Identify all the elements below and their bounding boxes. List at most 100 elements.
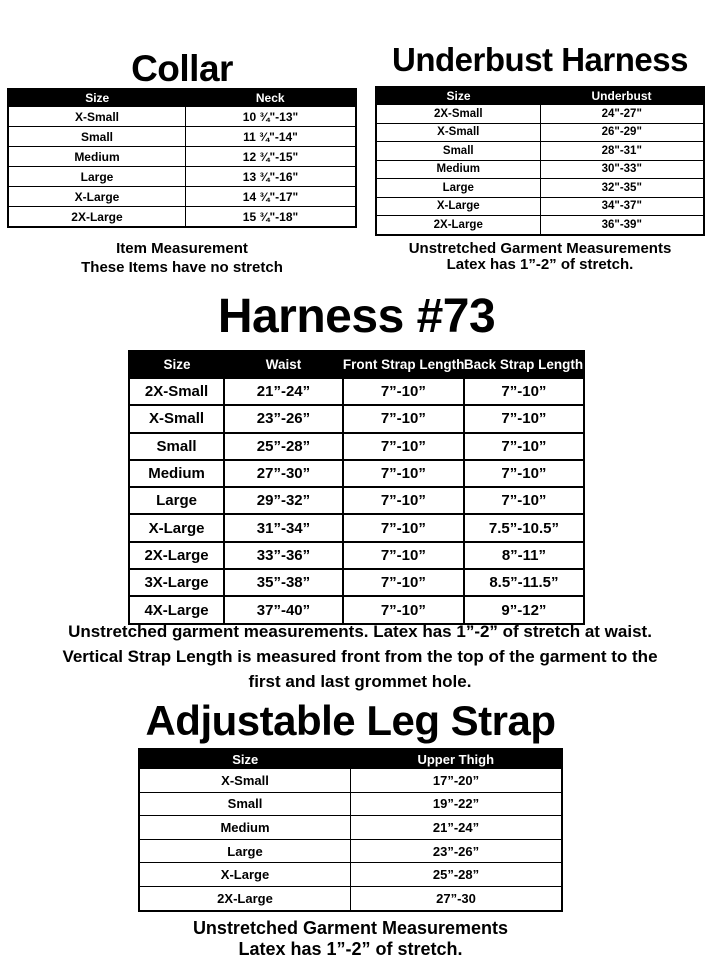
table-row: Small 25”-28” 7”-10” 7”-10” bbox=[127, 431, 586, 461]
harness-col-waist: Waist bbox=[224, 351, 343, 378]
collar-col-size: Size bbox=[8, 89, 186, 107]
table-cell: 33”-36” bbox=[223, 540, 344, 571]
table-row: 2X-Large 36"-39" bbox=[375, 215, 705, 235]
table-cell: 28"-31" bbox=[539, 141, 705, 161]
table-cell: 17”-20” bbox=[350, 768, 563, 793]
table-cell: 25”-28” bbox=[223, 431, 344, 461]
table-row: 2X-Large 27”-30 bbox=[138, 885, 563, 912]
table-cell: 2X-Small bbox=[127, 376, 226, 407]
table-cell: 4X-Large bbox=[127, 595, 226, 625]
harness-col-front-strap: Front Strap Length bbox=[342, 351, 464, 378]
table-cell: 7”-10” bbox=[462, 404, 586, 434]
table-cell: 26"-29" bbox=[539, 122, 705, 142]
table-cell: 7.5”-10.5” bbox=[462, 513, 586, 543]
table-cell: 37”-40” bbox=[223, 595, 344, 625]
table-cell: Medium bbox=[375, 159, 541, 179]
table-row: Medium 12 ¾"-15" bbox=[7, 146, 357, 167]
table-cell: Large bbox=[127, 486, 226, 516]
table-cell: 19”-22” bbox=[350, 791, 563, 817]
table-row: X-Small 17”-20” bbox=[138, 768, 563, 793]
harness-73-title: Harness #73 bbox=[217, 290, 496, 343]
harness-73-table: Size Waist Front Strap Length Back Strap… bbox=[127, 350, 586, 625]
table-cell: Small bbox=[7, 126, 186, 147]
underbust-harness-section: Underbust Harness Size Underbust 2X-Smal… bbox=[375, 42, 705, 274]
table-row: Large 32"-35" bbox=[375, 178, 705, 198]
table-cell: 7”-10” bbox=[341, 404, 465, 434]
legstrap-table-body: X-Small 17”-20” Small 19”-22” Medium 21”-24” L… bbox=[138, 768, 563, 912]
table-cell: 7”-10” bbox=[462, 458, 586, 489]
table-row: Large 13 ¾"-16" bbox=[7, 166, 357, 187]
table-cell: X-Small bbox=[127, 404, 226, 434]
underbust-notes: Unstretched Garment Measurements Latex h… bbox=[375, 240, 705, 274]
table-cell: Small bbox=[127, 431, 226, 461]
table-row: X-Small 10 ¾"-13" bbox=[7, 106, 357, 127]
table-cell: 2X-Large bbox=[127, 540, 226, 571]
leg-strap-table: Size Upper Thigh X-Small 17”-20” Small 19”-… bbox=[138, 748, 563, 912]
harness-note-line: Vertical Strap Length is measured front … bbox=[62, 647, 658, 666]
table-cell: 2X-Small bbox=[375, 104, 541, 124]
table-cell: X-Large bbox=[138, 862, 351, 887]
underbust-col-size: Size bbox=[376, 87, 540, 105]
collar-table: Size Neck X-Small 10 ¾"-13" Small 11 ¾"-14"… bbox=[7, 88, 357, 228]
collar-note-line: Item Measurement bbox=[116, 240, 248, 257]
table-cell: 7”-10” bbox=[341, 568, 465, 598]
table-row: 3X-Large 35”-38” 7”-10” 8.5”-11.5” bbox=[127, 568, 586, 598]
harness-notes: Unstretched garment measurements. Latex … bbox=[0, 619, 720, 694]
table-cell: X-Large bbox=[7, 186, 186, 207]
underbust-col-underbust: Underbust bbox=[540, 87, 704, 105]
table-cell: 15 ¾"-18" bbox=[184, 206, 357, 228]
harness-note-line: Unstretched garment measurements. Latex … bbox=[68, 622, 652, 641]
table-cell: 2X-Large bbox=[7, 206, 186, 228]
table-cell: 12 ¾"-15" bbox=[184, 146, 357, 167]
table-row: X-Large 25”-28” bbox=[138, 862, 563, 887]
table-row: Small 19”-22” bbox=[138, 791, 563, 817]
collar-section: Collar Size Neck X-Small 10 ¾"-13" Small 11… bbox=[7, 50, 357, 277]
table-row: Medium 21”-24” bbox=[138, 815, 563, 840]
table-cell: 3X-Large bbox=[127, 568, 226, 598]
harness-73-section: Harness #73 Size Waist Front Strap Lengt… bbox=[127, 290, 586, 625]
underbust-note-line: Latex has 1”-2” of stretch. bbox=[446, 256, 634, 273]
table-cell: 21”-24” bbox=[350, 815, 563, 840]
table-cell: 23”-26” bbox=[350, 838, 563, 864]
table-row: Small 28"-31" bbox=[375, 141, 705, 161]
table-cell: 7”-10” bbox=[341, 486, 465, 516]
table-cell: Medium bbox=[138, 815, 351, 840]
legstrap-col-size: Size bbox=[139, 749, 351, 769]
table-cell: 14 ¾"-17" bbox=[184, 186, 357, 207]
table-cell: 24"-27" bbox=[539, 104, 705, 124]
harness-col-back-strap: Back Strap Length bbox=[463, 351, 584, 378]
leg-strap-section: Adjustable Leg Strap Size Upper Thigh X-… bbox=[138, 698, 563, 960]
table-cell: 7”-10” bbox=[341, 376, 465, 407]
table-row: Large 29”-32” 7”-10” 7”-10” bbox=[127, 486, 586, 516]
table-cell: 29”-32” bbox=[223, 486, 344, 516]
table-cell: Large bbox=[7, 166, 186, 187]
table-cell: 7”-10” bbox=[341, 458, 465, 489]
table-cell: 36"-39" bbox=[539, 215, 705, 235]
table-cell: 10 ¾"-13" bbox=[184, 106, 357, 127]
table-cell: Large bbox=[138, 838, 351, 864]
collar-table-body: X-Small 10 ¾"-13" Small 11 ¾"-14" Medium 12 ¾… bbox=[7, 106, 357, 228]
legstrap-note-line: Latex has 1”-2” of stretch. bbox=[238, 938, 463, 959]
table-cell: Small bbox=[375, 141, 541, 161]
table-row: X-Large 34"-37" bbox=[375, 196, 705, 216]
table-cell: 27”-30” bbox=[223, 458, 344, 489]
underbust-table-body: 2X-Small 24"-27" X-Small 26"-29" Small 28"-31… bbox=[375, 104, 705, 235]
table-cell: 7”-10” bbox=[462, 376, 586, 407]
table-row: Medium 30"-33" bbox=[375, 159, 705, 179]
table-cell: 27”-30 bbox=[350, 885, 563, 912]
table-cell: X-Small bbox=[375, 122, 541, 142]
table-cell: 8”-11” bbox=[462, 540, 586, 571]
table-cell: 7”-10” bbox=[462, 486, 586, 516]
table-row: Large 23”-26” bbox=[138, 838, 563, 864]
table-row: 2X-Small 21”-24” 7”-10” 7”-10” bbox=[127, 376, 586, 407]
table-cell: 35”-38” bbox=[223, 568, 344, 598]
collar-notes: Item Measurement These Items have no str… bbox=[7, 239, 357, 277]
harness-col-size: Size bbox=[129, 351, 225, 378]
table-cell: 9”-12” bbox=[462, 595, 586, 625]
collar-title: Collar bbox=[131, 48, 233, 89]
table-cell: X-Large bbox=[375, 196, 541, 216]
harness-note-line: first and last grommet hole. bbox=[248, 672, 472, 691]
table-cell: 7”-10” bbox=[462, 431, 586, 461]
harness-header-row: Size Waist Front Strap Length Back Strap… bbox=[129, 351, 584, 378]
table-cell: 7”-10” bbox=[341, 431, 465, 461]
